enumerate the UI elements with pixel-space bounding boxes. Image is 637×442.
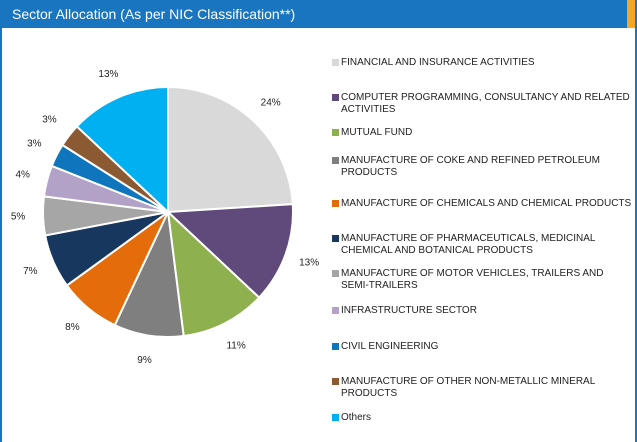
data-label: 24% — [261, 97, 281, 108]
data-label: 4% — [15, 169, 30, 180]
legend-item: FINANCIAL AND INSURANCE ACTIVITIES — [332, 57, 632, 69]
legend-swatch — [332, 94, 339, 101]
legend-swatch — [332, 378, 339, 385]
legend-swatch — [332, 343, 339, 350]
pie-slice — [165, 203, 294, 299]
legend-swatch — [332, 59, 339, 66]
legend-item: MANUFACTURE OF CHEMICALS AND CHEMICAL PR… — [332, 198, 632, 210]
legend-item: Others — [332, 412, 632, 424]
pie-slice — [167, 85, 294, 214]
header-accent — [627, 0, 635, 28]
legend-swatch — [332, 307, 339, 314]
legend-item: COMPUTER PROGRAMMING, CONSULTANCY AND RE… — [332, 92, 632, 116]
chart-title: Sector Allocation (As per NIC Classifica… — [2, 0, 635, 28]
legend-swatch — [332, 414, 339, 421]
legend-label: MANUFACTURE OF COKE AND REFINED PETROLEU… — [341, 155, 600, 178]
legend-label: MUTUAL FUND — [341, 127, 413, 138]
legend-item: CIVIL ENGINEERING — [332, 341, 632, 353]
legend-label: CIVIL ENGINEERING — [341, 341, 439, 352]
legend-label: FINANCIAL AND INSURANCE ACTIVITIES — [341, 57, 535, 68]
legend-item: MANUFACTURE OF PHARMACEUTICALS, MEDICINA… — [332, 233, 632, 257]
data-label: 13% — [299, 257, 319, 268]
data-label: 3% — [42, 115, 57, 126]
legend-item: MANUFACTURE OF MOTOR VEHICLES, TRAILERS … — [332, 268, 632, 292]
legend-label: MANUFACTURE OF CHEMICALS AND CHEMICAL PR… — [341, 198, 632, 209]
legend-label: MANUFACTURE OF MOTOR VEHICLES, TRAILERS … — [341, 268, 604, 291]
pie-slice — [75, 85, 169, 215]
data-label: 13% — [98, 69, 118, 80]
legend-label: MANUFACTURE OF OTHER NON-METALLIC MINERA… — [341, 376, 595, 399]
legend-label: MANUFACTURE OF PHARMACEUTICALS, MEDICINA… — [341, 233, 596, 256]
data-label: 8% — [65, 322, 80, 333]
legend-item: INFRASTRUCTURE SECTOR — [332, 305, 632, 317]
legend-swatch — [332, 270, 339, 277]
legend-item: MANUFACTURE OF COKE AND REFINED PETROLEU… — [332, 155, 632, 179]
legend-swatch — [332, 200, 339, 207]
legend-label: COMPUTER PROGRAMMING, CONSULTANCY AND RE… — [341, 92, 630, 115]
data-label: 7% — [23, 266, 38, 277]
legend-item: MUTUAL FUND — [332, 127, 632, 139]
legend-label: Others — [341, 412, 372, 423]
pie-slice — [166, 209, 261, 338]
data-label: 11% — [226, 340, 245, 351]
legend-swatch — [332, 157, 339, 164]
data-label: 5% — [11, 211, 26, 222]
legend-label: INFRASTRUCTURE SECTOR — [341, 305, 477, 316]
data-label: 9% — [137, 355, 152, 366]
legend-swatch — [332, 235, 339, 242]
legend-swatch — [332, 129, 339, 136]
legend-item: MANUFACTURE OF OTHER NON-METALLIC MINERA… — [332, 376, 632, 400]
data-label: 3% — [27, 139, 42, 150]
